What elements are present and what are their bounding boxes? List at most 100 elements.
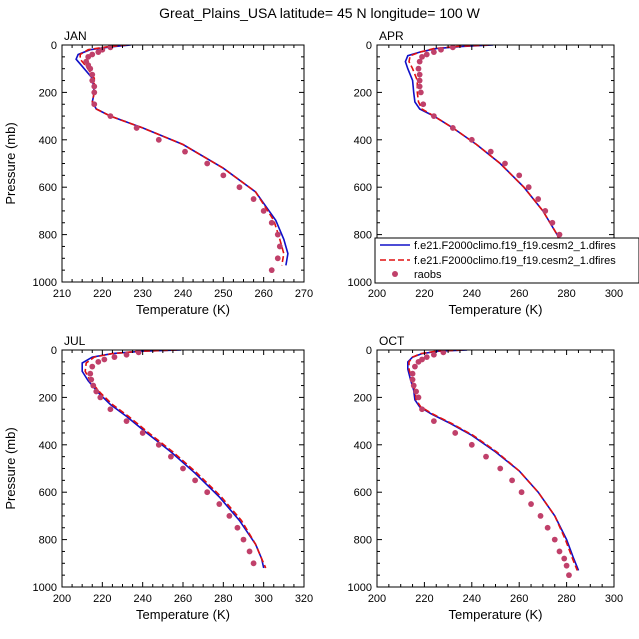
x-axis-label: Temperature (K) — [136, 607, 230, 622]
x-tick-label: 240 — [174, 288, 192, 300]
raobs-point — [204, 160, 211, 167]
raobs-point — [497, 465, 504, 472]
series-line-solid — [406, 350, 580, 571]
raobs-point — [180, 465, 186, 472]
raobs-point — [430, 113, 437, 119]
raobs-point — [449, 125, 456, 131]
raobs-point — [234, 524, 241, 531]
x-tick-label: 200 — [53, 593, 71, 605]
raobs-point — [518, 489, 525, 496]
y-tick-label: 0 — [51, 40, 57, 52]
raobs-point — [87, 65, 94, 72]
raobs-point — [468, 441, 475, 448]
raobs-point — [123, 351, 130, 358]
raobs-point — [139, 430, 146, 436]
plot-frame — [61, 44, 305, 283]
figure-title: Great_Plains_USA latitude= 45 N longitud… — [159, 5, 480, 21]
y-tick-label: 1000 — [33, 277, 57, 289]
y-tick-label: 0 — [366, 40, 372, 52]
x-axis-label: Temperature (K) — [449, 302, 543, 317]
series-line-dashed — [408, 350, 579, 571]
x-tick-label: 280 — [214, 593, 232, 605]
y-tick-label: 600 — [39, 182, 57, 194]
raobs-point — [409, 370, 416, 377]
raobs-point — [236, 184, 243, 191]
series-group — [81, 350, 267, 569]
x-tick-label: 220 — [93, 593, 111, 605]
raobs-point — [91, 83, 98, 90]
raobs-point — [274, 255, 281, 262]
raobs-point — [416, 71, 423, 78]
raobs-point — [528, 501, 534, 507]
raobs-point — [415, 358, 422, 365]
x-tick-label: 260 — [510, 288, 528, 300]
series-line-dashed — [84, 350, 267, 569]
raobs-point — [420, 101, 427, 108]
raobs-point — [542, 208, 549, 214]
x-tick-label: 220 — [415, 288, 433, 300]
raobs-point — [438, 46, 444, 53]
raobs-point — [409, 376, 416, 383]
raobs-point — [430, 418, 437, 424]
x-tick-label: 200 — [368, 593, 386, 605]
raobs-point — [440, 350, 447, 356]
y-tick-label: 0 — [366, 345, 372, 357]
raobs-point — [250, 560, 257, 567]
raobs-point — [133, 125, 140, 131]
raobs-point — [468, 136, 475, 143]
panel-title: JUL — [64, 334, 86, 348]
raobs-point — [182, 148, 188, 155]
raobs-point — [268, 219, 275, 226]
y-tick-label: 600 — [354, 487, 372, 499]
series-group — [406, 350, 580, 579]
x-tick-label: 220 — [415, 593, 433, 605]
x-tick-label: 280 — [557, 593, 575, 605]
panel-apr: 200 220 240 260 280 300 0 200 400 600 800 1000 APR Te… — [348, 29, 624, 317]
raobs-point — [226, 513, 233, 519]
raobs-point — [416, 58, 423, 65]
y-tick-label: 800 — [39, 230, 57, 242]
y-tick-label: 800 — [39, 535, 57, 547]
raobs-point — [88, 376, 95, 383]
raobs-point — [416, 77, 423, 84]
x-tick-label: 250 — [214, 288, 232, 300]
raobs-point — [95, 49, 102, 56]
raobs-point — [410, 382, 417, 389]
legend-label-dashed: f.e21.F2000climo.f19_f19.cesm2_1.dfires — [414, 255, 616, 267]
raobs-point — [556, 548, 563, 555]
raobs-point — [525, 184, 532, 191]
panel-jan: 210 220 230 240 250 260 270 0 200 400 600 800 1000 JA… — [3, 29, 313, 317]
raobs-point — [91, 101, 98, 108]
raobs-point — [274, 231, 281, 238]
x-tick-label: 300 — [254, 593, 272, 605]
raobs-point — [192, 477, 199, 484]
panels-group: 210 220 230 240 250 260 270 0 200 400 600 800 1000 JA… — [3, 29, 623, 622]
legend-label-solid: f.e21.F2000climo.f19_f19.cesm2_1.dfires — [414, 240, 616, 252]
raobs-point — [246, 548, 253, 555]
panel-title: JAN — [64, 29, 87, 43]
x-tick-label: 230 — [133, 288, 151, 300]
raobs-point — [509, 477, 515, 484]
x-tick-label: 270 — [295, 288, 313, 300]
raobs-point — [423, 354, 430, 361]
raobs-point — [155, 441, 162, 448]
x-tick-label: 240 — [463, 593, 481, 605]
raobs-point — [107, 113, 114, 119]
raobs-point — [97, 394, 104, 401]
raobs-point — [135, 350, 142, 356]
raobs-point — [90, 382, 97, 389]
legend: f.e21.F2000climo.f19_f19.cesm2_1.dfires … — [374, 237, 639, 284]
y-tick-label: 400 — [39, 135, 57, 147]
raobs-point — [107, 406, 114, 413]
raobs-point — [412, 363, 418, 370]
raobs-point — [250, 196, 257, 202]
y-axis-label: Pressure (mb) — [3, 427, 18, 509]
raobs-point — [535, 196, 542, 202]
raobs-point — [430, 49, 437, 56]
y-tick-label: 1000 — [33, 582, 57, 594]
raobs-point — [276, 243, 283, 250]
raobs-point — [87, 370, 94, 377]
legend-label-raobs: raobs — [414, 269, 442, 281]
raobs-point — [563, 562, 570, 569]
